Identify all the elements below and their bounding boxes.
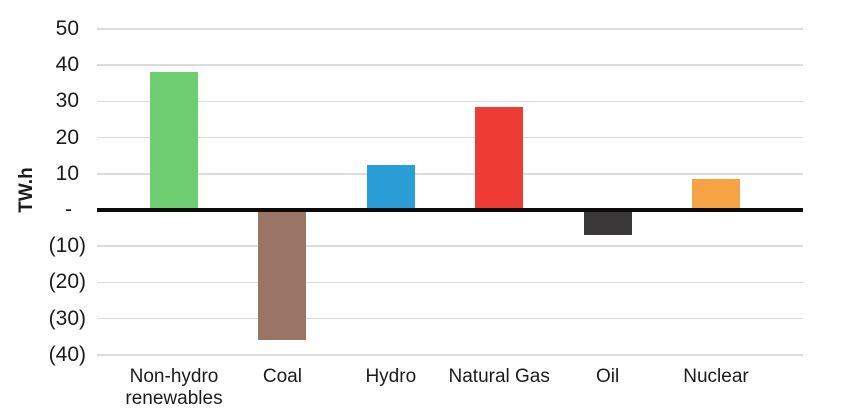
bar-non-hydro-renewables <box>150 72 198 210</box>
category-label-natural-gas: Natural Gas <box>448 366 550 387</box>
gridline-10 <box>97 173 803 175</box>
gridline--20 <box>97 281 803 284</box>
x-axis-zero-line <box>97 208 803 212</box>
category-label-oil: Oil <box>595 366 620 387</box>
y-tick-label--30: (30) <box>48 306 86 330</box>
gridline-40 <box>97 64 803 66</box>
category-label-non-hydro-renewables: Non-hydro renewables <box>125 366 223 409</box>
y-tick-label-0: - <box>65 198 72 221</box>
bar-natural-gas <box>475 106 524 210</box>
gridline-50 <box>97 28 803 30</box>
y-tick-label-50: 50 <box>55 17 79 40</box>
category-label-hydro: Hydro <box>365 366 417 387</box>
category-label-nuclear: Nuclear <box>683 366 749 387</box>
y-tick-label-30: 30 <box>55 89 79 113</box>
bar-hydro <box>366 164 415 210</box>
gridline-30 <box>97 100 803 103</box>
category-label-coal: Coal <box>262 366 302 387</box>
y-tick-label-20: 20 <box>55 125 79 149</box>
y-tick-label--20: (20) <box>48 270 86 294</box>
y-tick-label--10: (10) <box>48 234 86 258</box>
bar-nuclear <box>692 179 740 210</box>
y-tick-label-40: 40 <box>55 53 79 77</box>
gridline-20 <box>97 136 803 139</box>
gridline--40 <box>97 354 803 356</box>
gridline--30 <box>97 317 803 320</box>
y-tick-label--40: (40) <box>48 342 86 366</box>
bar-oil <box>583 210 632 236</box>
gridline--10 <box>97 245 803 247</box>
y-tick-label-10: 10 <box>55 161 79 185</box>
bar-coal <box>258 210 307 341</box>
